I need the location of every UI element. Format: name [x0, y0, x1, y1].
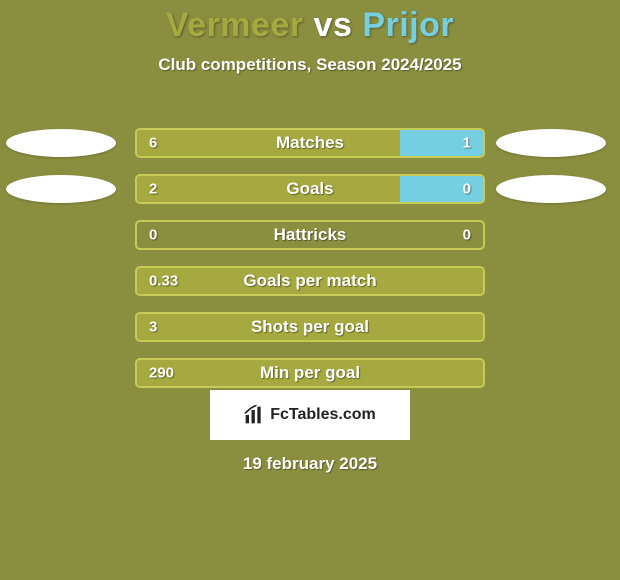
- brand-badge[interactable]: FcTables.com: [210, 390, 410, 440]
- stat-value-left: 6: [149, 135, 157, 152]
- stat-row: Goals per match0.33: [0, 258, 620, 304]
- stat-value-right: 1: [463, 135, 471, 152]
- title-player-right: Prijor: [362, 6, 454, 44]
- title-player-left: Vermeer: [166, 6, 304, 44]
- date-label: 19 february 2025: [0, 454, 620, 474]
- stat-bar-track: Goals per match0.33: [135, 266, 485, 296]
- title-vs: vs: [304, 6, 363, 44]
- stat-value-left: 2: [149, 181, 157, 198]
- stat-bar-track: Hattricks0 0: [135, 220, 485, 250]
- subtitle: Club competitions, Season 2024/2025: [0, 55, 620, 75]
- stat-value-right: 0: [463, 181, 471, 198]
- comparison-card: Vermeer vs Prijor Club competitions, Sea…: [0, 0, 620, 580]
- stat-bar-left: [137, 176, 400, 202]
- stat-value-left: 3: [149, 319, 157, 336]
- stat-row: Hattricks0 0: [0, 212, 620, 258]
- player-badge-right: [496, 175, 606, 203]
- brand-text: FcTables.com: [270, 406, 376, 424]
- player-badge-left: [6, 175, 116, 203]
- player-badge-left: [6, 129, 116, 157]
- player-badge-right: [496, 129, 606, 157]
- stat-bar-track: Min per goal290: [135, 358, 485, 388]
- page-title: Vermeer vs Prijor: [0, 0, 620, 45]
- stat-value-right: 0: [463, 227, 471, 244]
- stat-value-left: 290: [149, 365, 174, 382]
- stat-label: Hattricks: [137, 225, 483, 245]
- stat-bar-track: Matches61: [135, 128, 485, 158]
- stat-rows: Matches61Goals20Hattricks00Goals per mat…: [0, 120, 620, 396]
- stat-bar-left: [137, 268, 483, 294]
- stat-bar-track: Shots per goal3: [135, 312, 485, 342]
- stat-bar-track: Goals20: [135, 174, 485, 204]
- stat-value-left: 0.33: [149, 273, 178, 290]
- stat-row: Shots per goal3: [0, 304, 620, 350]
- bar-chart-icon: [244, 405, 264, 425]
- stat-bar-left: [137, 130, 400, 156]
- stat-bar-left: [137, 360, 483, 386]
- stat-value-left: 0: [149, 227, 157, 244]
- stat-bar-left: [137, 314, 483, 340]
